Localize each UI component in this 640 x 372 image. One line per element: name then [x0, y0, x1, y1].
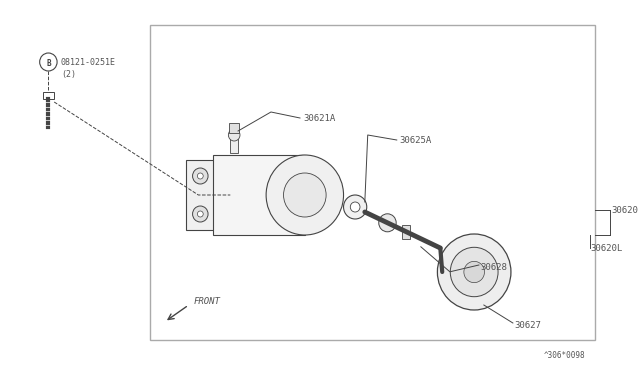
Circle shape — [379, 214, 396, 232]
Bar — [150, 25, 595, 340]
Text: ^306*0098: ^306*0098 — [544, 350, 586, 359]
Text: 30621A: 30621A — [303, 113, 335, 122]
Bar — [213, 155, 305, 235]
Text: B: B — [46, 58, 51, 67]
Bar — [229, 123, 239, 133]
Text: 30620L: 30620L — [590, 244, 623, 253]
Text: 08121-0251E: 08121-0251E — [61, 58, 116, 67]
Bar — [186, 160, 215, 230]
Circle shape — [40, 53, 57, 71]
Text: (2): (2) — [61, 70, 76, 78]
Circle shape — [344, 195, 367, 219]
Text: 30627: 30627 — [515, 321, 541, 330]
Circle shape — [464, 262, 484, 283]
Text: FRONT: FRONT — [193, 298, 220, 307]
Bar — [230, 139, 238, 153]
Circle shape — [266, 155, 344, 235]
Text: 30628: 30628 — [481, 263, 508, 272]
Circle shape — [284, 173, 326, 217]
Bar — [43, 92, 54, 99]
Circle shape — [350, 202, 360, 212]
Circle shape — [197, 173, 204, 179]
Text: 30620: 30620 — [612, 205, 639, 215]
Circle shape — [437, 234, 511, 310]
Circle shape — [228, 129, 240, 141]
Circle shape — [197, 211, 204, 217]
Circle shape — [193, 168, 208, 184]
Text: 30625A: 30625A — [399, 135, 432, 144]
Circle shape — [193, 206, 208, 222]
Bar — [403, 225, 410, 239]
Circle shape — [451, 247, 498, 297]
